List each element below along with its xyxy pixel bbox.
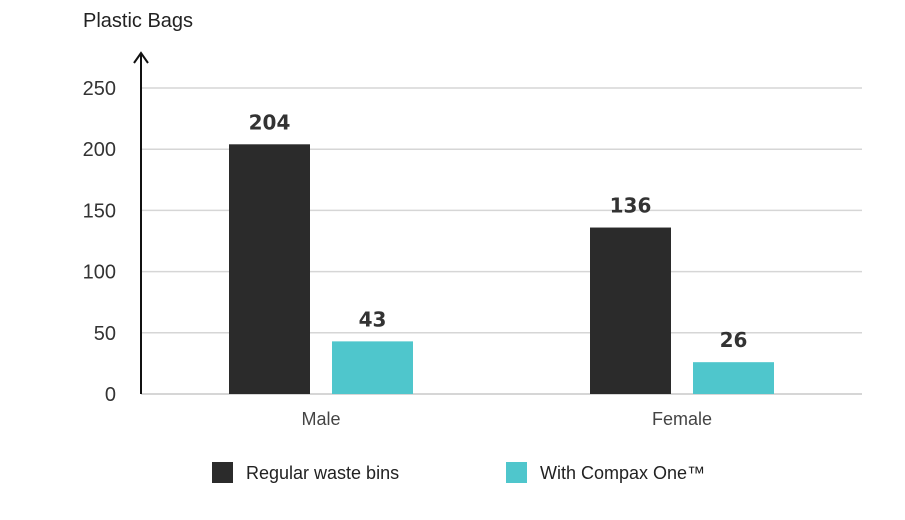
bar xyxy=(229,144,310,394)
y-axis-label: Plastic Bags xyxy=(83,10,193,32)
legend-swatch xyxy=(212,462,233,483)
y-tick-labels: 0 50 100 150 200 250 xyxy=(83,78,116,406)
category-labels: Male Female xyxy=(301,409,712,429)
legend: Regular waste bins With Compax One™ xyxy=(212,462,705,483)
y-tick-label: 200 xyxy=(83,139,116,161)
value-label: 136 xyxy=(610,194,652,218)
y-axis xyxy=(133,51,149,394)
value-label: 204 xyxy=(249,110,291,134)
value-label: 43 xyxy=(359,307,387,331)
y-tick-label: 250 xyxy=(83,78,116,100)
y-axis-arrow xyxy=(133,51,149,64)
legend-label: With Compax One™ xyxy=(540,463,705,483)
value-label: 26 xyxy=(720,328,748,352)
y-tick-label: 150 xyxy=(83,200,116,222)
y-tick-label: 0 xyxy=(105,384,116,406)
category-label: Male xyxy=(301,409,340,429)
y-tick-label: 100 xyxy=(83,262,116,284)
legend-swatch xyxy=(506,462,527,483)
bar xyxy=(332,341,413,394)
y-tick-label: 50 xyxy=(94,323,116,345)
category-label: Female xyxy=(652,409,712,429)
bars xyxy=(229,144,774,394)
legend-label: Regular waste bins xyxy=(246,463,399,483)
bar xyxy=(693,362,774,394)
bar xyxy=(590,227,671,394)
value-labels: 204 43 136 26 xyxy=(249,110,748,352)
